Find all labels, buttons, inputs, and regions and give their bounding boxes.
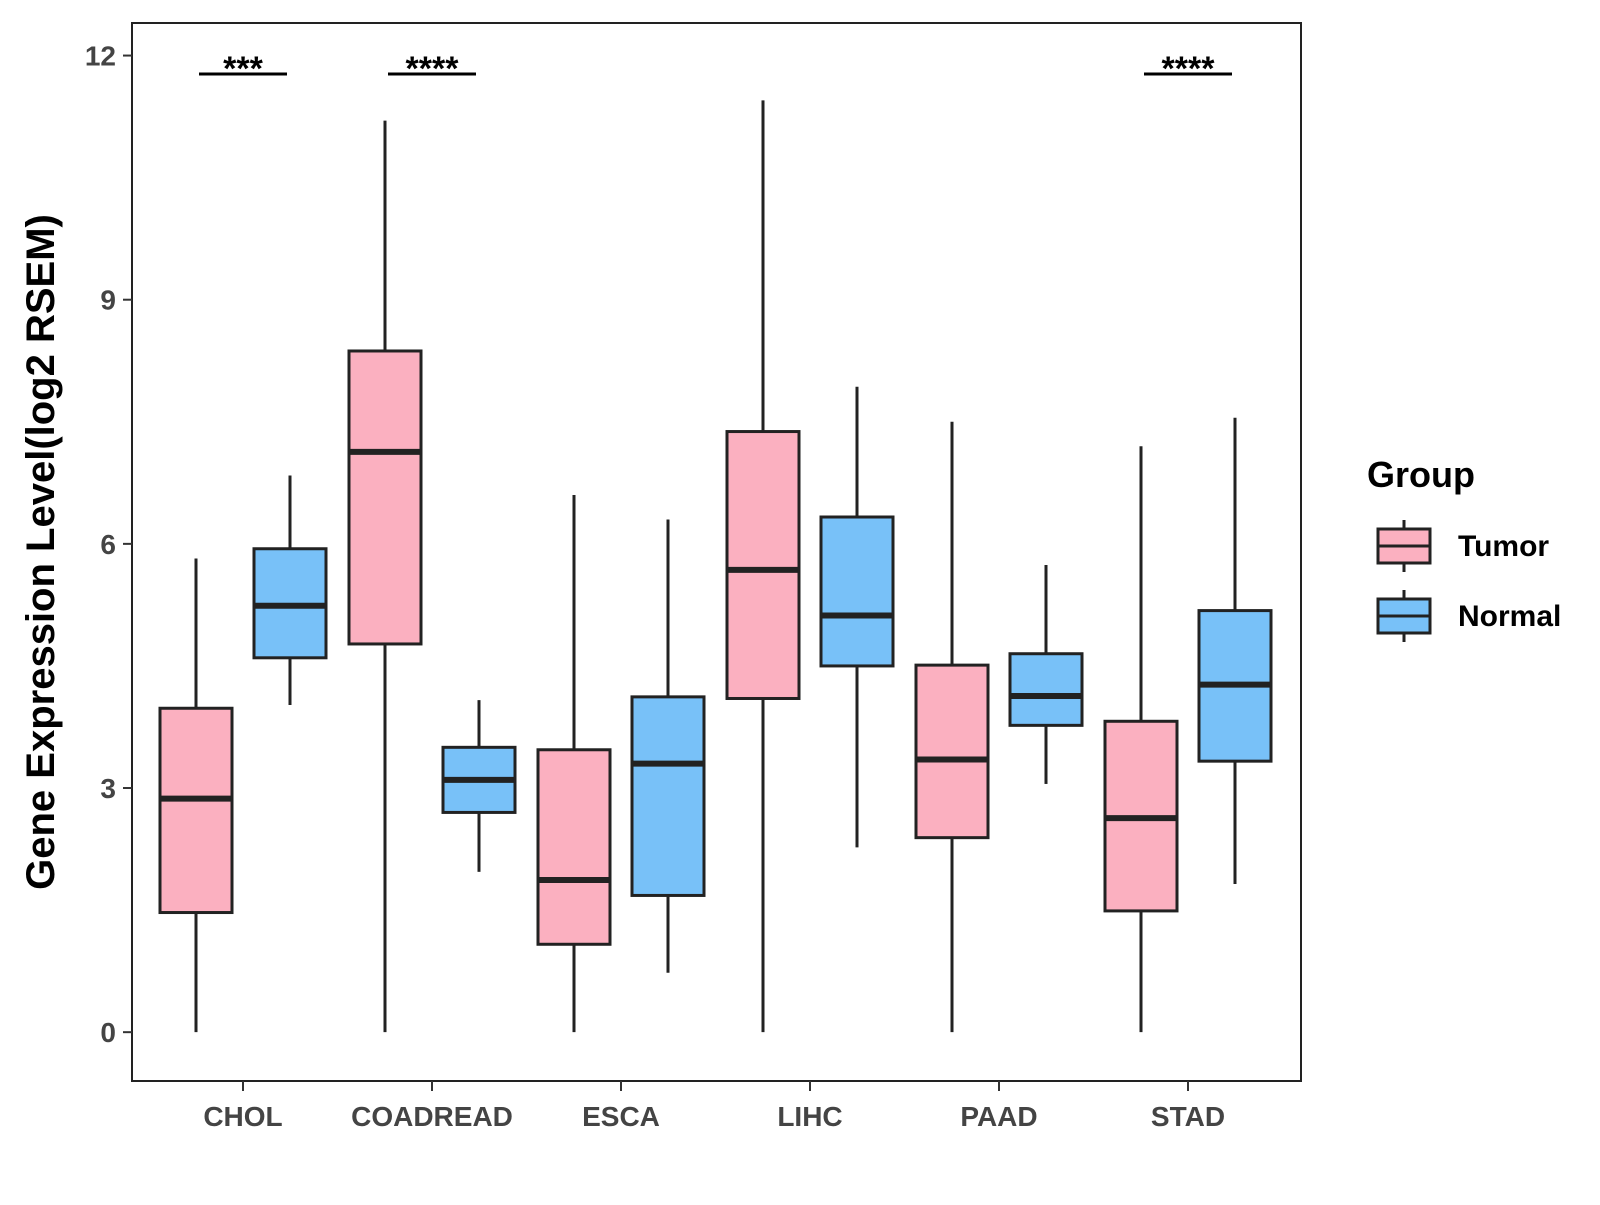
y-axis: 0 3 6 9 12 bbox=[85, 41, 132, 1048]
box-tumor-coadread bbox=[347, 120, 423, 1033]
box-body bbox=[536, 748, 612, 946]
box-tumor-stad bbox=[1103, 446, 1179, 1033]
y-axis-label: Gene Expression Level(log2 RSEM) bbox=[19, 214, 63, 890]
x-tick-label: PAAD bbox=[960, 1101, 1037, 1132]
significance-label: **** bbox=[406, 50, 460, 88]
box-body bbox=[725, 430, 801, 700]
x-tick-label: ESCA bbox=[582, 1101, 660, 1132]
box-body bbox=[914, 663, 990, 840]
significance-label: *** bbox=[223, 50, 263, 88]
box-tumor-esca bbox=[536, 495, 612, 1033]
significance-annotations: *** **** **** bbox=[199, 50, 1232, 88]
legend-item-label: Tumor bbox=[1458, 530, 1549, 563]
x-axis: CHOL COADREAD ESCA LIHC PAAD STAD bbox=[203, 1081, 1225, 1132]
legend: Group Tumor Normal bbox=[1367, 454, 1561, 642]
y-tick-label: 12 bbox=[85, 41, 116, 72]
box-normal-chol bbox=[252, 475, 328, 706]
box-body bbox=[630, 695, 706, 897]
legend-item-normal: Normal bbox=[1376, 590, 1561, 642]
legend-item-tumor: Tumor bbox=[1376, 520, 1549, 572]
box-normal-stad bbox=[1197, 417, 1273, 885]
y-tick-label: 0 bbox=[100, 1017, 116, 1048]
y-tick-label: 3 bbox=[100, 773, 116, 804]
box-normal-lihc bbox=[819, 386, 895, 848]
y-tick-label: 6 bbox=[100, 529, 116, 560]
significance-label: **** bbox=[1162, 50, 1216, 88]
y-tick-label: 9 bbox=[100, 285, 116, 316]
box-body bbox=[347, 349, 423, 646]
box-body bbox=[1008, 652, 1084, 727]
box-tumor-chol bbox=[158, 558, 234, 1033]
legend-title: Group bbox=[1367, 454, 1475, 495]
box-body bbox=[158, 706, 234, 915]
x-tick-label: STAD bbox=[1151, 1101, 1225, 1132]
legend-item-label: Normal bbox=[1458, 600, 1561, 633]
box-series bbox=[158, 100, 1273, 1033]
x-tick-label: COADREAD bbox=[351, 1101, 513, 1132]
box-normal-coadread bbox=[441, 700, 517, 872]
x-tick-label: LIHC bbox=[777, 1101, 842, 1132]
box-body bbox=[819, 515, 895, 668]
box-normal-paad bbox=[1008, 565, 1084, 784]
box-tumor-lihc bbox=[725, 100, 801, 1033]
x-tick-label: CHOL bbox=[203, 1101, 282, 1132]
box-tumor-paad bbox=[914, 421, 990, 1033]
box-normal-esca bbox=[630, 519, 706, 973]
